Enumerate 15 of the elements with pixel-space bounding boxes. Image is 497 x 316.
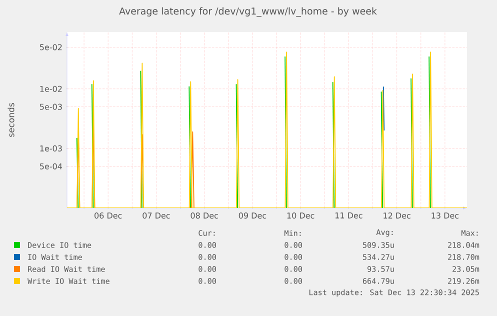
y-tick-label: 1e-03 xyxy=(40,145,62,152)
x-tick-label: 11 Dec xyxy=(335,212,362,218)
y-tick-label: 1e-02 xyxy=(40,86,62,92)
x-tick-label: 07 Dec xyxy=(142,212,170,219)
y-axis-title: seconds xyxy=(8,103,14,137)
y-tick-label: 5e-04 xyxy=(40,163,62,170)
chart-title: Average latency for /dev/vg1_www/lv_home - by week xyxy=(119,7,377,17)
x-tick-label: 06 Dec xyxy=(94,212,122,219)
x-tick-label: 13 Dec xyxy=(432,212,459,219)
x-tick-label: 12 Dec xyxy=(384,212,410,219)
x-tick-label: 10 Dec xyxy=(287,212,314,219)
x-tick-label: 09 Dec xyxy=(238,212,266,219)
y-tick-label: 5e-03 xyxy=(40,104,62,110)
x-tick-label: 08 Dec xyxy=(190,212,218,219)
y-tick-label: 5e-02 xyxy=(40,44,62,50)
